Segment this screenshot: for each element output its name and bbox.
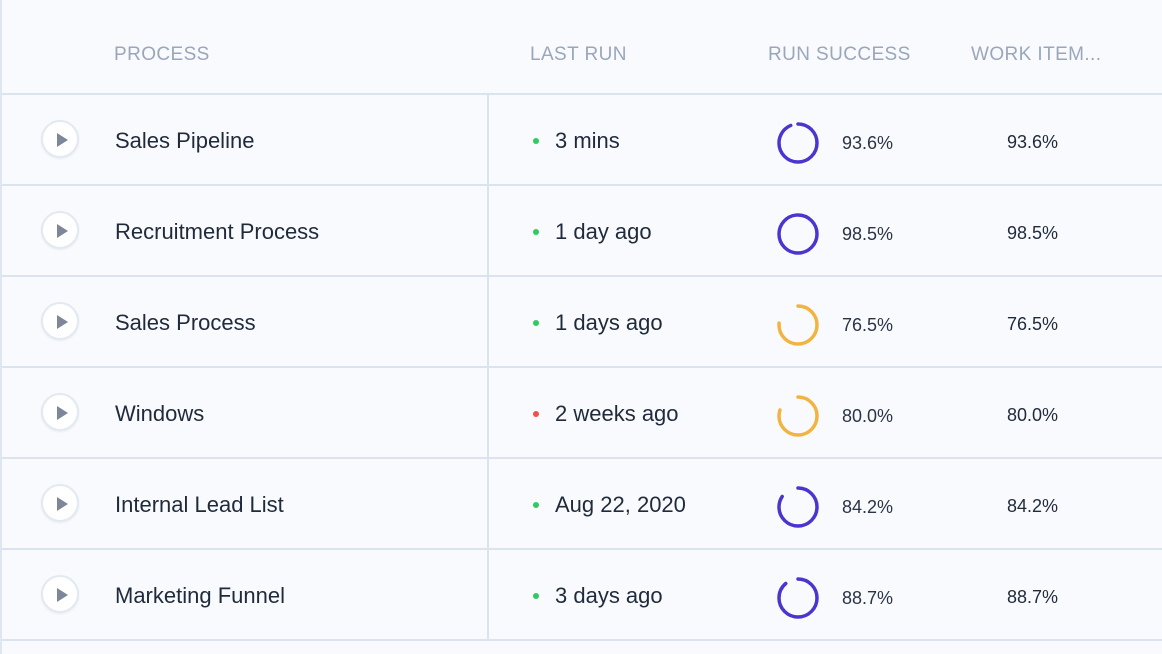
process-name[interactable]: Sales Pipeline: [115, 128, 255, 153]
run-success-value: 88.7%: [842, 588, 894, 608]
work-items-value: 76.5%: [1007, 314, 1059, 334]
column-header-last-run[interactable]: LAST RUN: [530, 44, 627, 65]
status-dot: [533, 320, 539, 326]
process-name[interactable]: Marketing Funnel: [115, 583, 285, 608]
play-icon: [57, 497, 68, 511]
play-icon: [57, 224, 68, 238]
column-header-work-items[interactable]: WORK ITEM...: [971, 44, 1102, 65]
table-header: PROCESS LAST RUN RUN SUCCESS WORK ITEM..…: [2, 0, 1162, 95]
run-success-value: 76.5%: [842, 315, 894, 335]
play-icon: [57, 406, 68, 420]
run-success-arc: [777, 577, 819, 619]
run-process-button[interactable]: [41, 393, 79, 431]
run-success-value: 84.2%: [842, 497, 894, 517]
process-name[interactable]: Windows: [115, 401, 205, 426]
status-dot: [533, 229, 539, 235]
work-items-value: 80.0%: [1007, 405, 1059, 425]
last-run-value: 3 days ago: [555, 583, 663, 608]
table-row[interactable]: Marketing Funnel 3 days ago 88.7% 88.7%: [2, 550, 1162, 641]
table-row[interactable]: Sales Pipeline 3 mins 93.6% 93.6%: [2, 95, 1162, 186]
status-dot: [533, 138, 539, 144]
table-row[interactable]: Sales Process 1 days ago 76.5% 76.5%: [2, 277, 1162, 368]
run-process-button[interactable]: [41, 484, 79, 522]
play-icon: [57, 588, 68, 602]
last-run-value: 1 days ago: [555, 310, 663, 335]
run-success-value: 98.5%: [842, 224, 894, 244]
column-header-run-success[interactable]: RUN SUCCESS: [768, 44, 911, 65]
table-row[interactable]: Windows 2 weeks ago 80.0% 80.0%: [2, 368, 1162, 459]
process-name[interactable]: Sales Process: [115, 310, 256, 335]
last-run-value: 1 day ago: [555, 219, 652, 244]
run-success-arc: [777, 122, 819, 164]
run-success-ring: [777, 577, 819, 619]
table-body: Sales Pipeline 3 mins 93.6% 93.6% Recrui…: [2, 95, 1162, 641]
run-process-button[interactable]: [41, 211, 79, 249]
status-dot: [533, 593, 539, 599]
run-success-ring: [777, 122, 819, 164]
work-items-value: 93.6%: [1007, 132, 1059, 152]
table-row[interactable]: Recruitment Process 1 day ago 98.5% 98.5…: [2, 186, 1162, 277]
process-name[interactable]: Recruitment Process: [115, 219, 320, 244]
run-process-button[interactable]: [41, 575, 79, 613]
column-header-process[interactable]: PROCESS: [114, 44, 210, 65]
work-items-value: 98.5%: [1007, 223, 1059, 243]
run-success-arc: [777, 213, 819, 255]
run-success-ring: [777, 213, 819, 255]
work-items-value: 88.7%: [1007, 587, 1059, 607]
last-run-value: Aug 22, 2020: [555, 492, 686, 517]
work-items-value: 84.2%: [1007, 496, 1059, 516]
run-success-arc: [777, 486, 819, 528]
run-success-value: 80.0%: [842, 406, 894, 426]
play-icon: [57, 315, 68, 329]
run-success-ring: [777, 395, 819, 437]
status-dot: [533, 411, 539, 417]
process-name[interactable]: Internal Lead List: [115, 492, 284, 517]
status-dot: [533, 502, 539, 508]
run-success-ring: [777, 486, 819, 528]
table-row[interactable]: Internal Lead List Aug 22, 2020 84.2% 84…: [2, 459, 1162, 550]
run-success-arc: [777, 304, 819, 346]
last-run-value: 2 weeks ago: [555, 401, 679, 426]
run-process-button[interactable]: [41, 120, 79, 158]
last-run-value: 3 mins: [555, 128, 620, 153]
run-success-ring: [777, 304, 819, 346]
run-success-arc: [777, 395, 819, 437]
play-icon: [57, 133, 68, 147]
run-success-value: 93.6%: [842, 133, 894, 153]
run-process-button[interactable]: [41, 302, 79, 340]
